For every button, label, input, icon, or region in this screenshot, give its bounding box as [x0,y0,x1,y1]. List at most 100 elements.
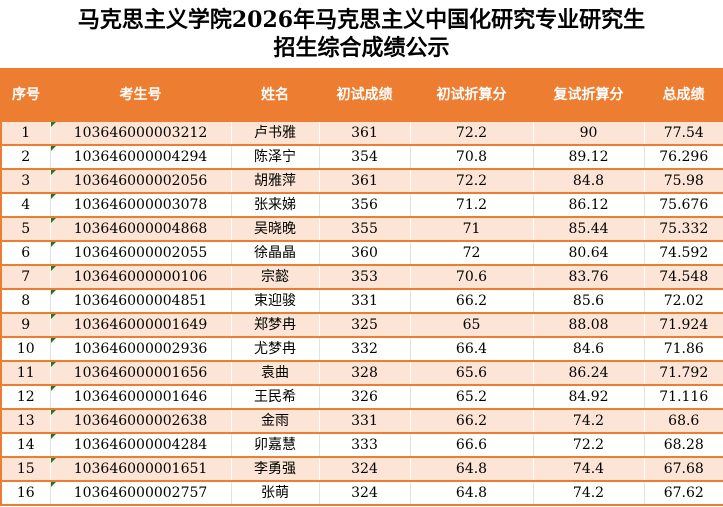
cell-total_score[interactable]: 71.86 [643,337,723,362]
cell-candidate_no[interactable]: 103646000001649 [49,313,231,338]
cell-initial_converted_score[interactable]: 71.2 [409,193,533,218]
cell-total_score[interactable]: 72.02 [643,289,723,314]
cell-name[interactable]: 尤梦冉 [230,337,319,362]
cell-initial_converted_score[interactable]: 66.2 [409,289,533,314]
cell-name[interactable]: 袁曲 [230,361,319,386]
cell-total_score[interactable]: 67.62 [643,481,723,506]
cell-total_score[interactable]: 71.116 [643,385,723,410]
cell-seq[interactable]: 8 [1,289,50,314]
cell-total_score[interactable]: 75.332 [643,217,723,242]
cell-candidate_no[interactable]: 103646000001651 [49,457,231,482]
cell-initial_converted_score[interactable]: 65 [409,313,533,338]
cell-seq[interactable]: 7 [1,265,50,290]
cell-name[interactable]: 张来娣 [230,193,319,218]
cell-name[interactable]: 胡雅萍 [230,169,319,194]
cell-seq[interactable]: 16 [1,481,50,506]
cell-seq[interactable]: 3 [1,169,50,194]
cell-name[interactable]: 陈泽宁 [230,145,319,170]
cell-name[interactable]: 金雨 [230,409,319,434]
cell-total_score[interactable]: 71.924 [643,313,723,338]
cell-candidate_no[interactable]: 103646000000106 [49,265,231,290]
cell-initial_score[interactable]: 332 [318,337,410,362]
cell-retest_converted_score[interactable]: 84.92 [532,385,644,410]
cell-initial_converted_score[interactable]: 65.2 [409,385,533,410]
cell-seq[interactable]: 10 [1,337,50,362]
cell-total_score[interactable]: 75.98 [643,169,723,194]
cell-retest_converted_score[interactable]: 89.12 [532,145,644,170]
cell-initial_score[interactable]: 361 [318,121,410,146]
cell-total_score[interactable]: 75.676 [643,193,723,218]
cell-name[interactable]: 郑梦冉 [230,313,319,338]
header-retest-converted-score[interactable]: 复试折算分 [533,68,644,122]
cell-total_score[interactable]: 74.592 [643,241,723,266]
cell-total_score[interactable]: 68.28 [643,433,723,458]
cell-retest_converted_score[interactable]: 85.6 [532,289,644,314]
cell-initial_converted_score[interactable]: 71 [409,217,533,242]
cell-seq[interactable]: 4 [1,193,50,218]
cell-candidate_no[interactable]: 103646000003078 [49,193,231,218]
cell-initial_converted_score[interactable]: 66.4 [409,337,533,362]
cell-retest_converted_score[interactable]: 84.8 [532,169,644,194]
cell-initial_score[interactable]: 324 [318,481,410,506]
cell-initial_score[interactable]: 324 [318,457,410,482]
cell-candidate_no[interactable]: 103646000004294 [49,145,231,170]
cell-initial_converted_score[interactable]: 64.8 [409,481,533,506]
cell-retest_converted_score[interactable]: 74.2 [532,481,644,506]
cell-candidate_no[interactable]: 103646000004868 [49,217,231,242]
cell-name[interactable]: 宗懿 [230,265,319,290]
cell-initial_converted_score[interactable]: 70.8 [409,145,533,170]
cell-total_score[interactable]: 74.548 [643,265,723,290]
cell-seq[interactable]: 5 [1,217,50,242]
cell-candidate_no[interactable]: 103646000001646 [49,385,231,410]
cell-total_score[interactable]: 68.6 [643,409,723,434]
cell-initial_converted_score[interactable]: 66.2 [409,409,533,434]
cell-candidate_no[interactable]: 103646000002055 [49,241,231,266]
cell-retest_converted_score[interactable]: 88.08 [532,313,644,338]
header-name[interactable]: 姓名 [231,68,319,122]
cell-initial_converted_score[interactable]: 64.8 [409,457,533,482]
header-seq[interactable]: 序号 [1,68,50,122]
cell-name[interactable]: 吴晓晚 [230,217,319,242]
cell-initial_converted_score[interactable]: 72 [409,241,533,266]
cell-retest_converted_score[interactable]: 86.24 [532,361,644,386]
cell-candidate_no[interactable]: 103646000002936 [49,337,231,362]
cell-initial_score[interactable]: 361 [318,169,410,194]
cell-candidate_no[interactable]: 103646000004284 [49,433,231,458]
cell-seq[interactable]: 15 [1,457,50,482]
cell-name[interactable]: 徐晶晶 [230,241,319,266]
cell-initial_score[interactable]: 325 [318,313,410,338]
cell-retest_converted_score[interactable]: 80.64 [532,241,644,266]
cell-initial_score[interactable]: 360 [318,241,410,266]
cell-initial_score[interactable]: 333 [318,433,410,458]
cell-initial_score[interactable]: 353 [318,265,410,290]
cell-total_score[interactable]: 67.68 [643,457,723,482]
cell-initial_score[interactable]: 355 [318,217,410,242]
cell-initial_score[interactable]: 331 [318,289,410,314]
header-candidate-no[interactable]: 考生号 [50,68,231,122]
cell-initial_converted_score[interactable]: 65.6 [409,361,533,386]
header-total-score[interactable]: 总成绩 [644,68,723,122]
cell-retest_converted_score[interactable]: 72.2 [532,433,644,458]
cell-name[interactable]: 张萌 [230,481,319,506]
cell-name[interactable]: 卯嘉慧 [230,433,319,458]
cell-candidate_no[interactable]: 103646000002757 [49,481,231,506]
cell-seq[interactable]: 11 [1,361,50,386]
cell-seq[interactable]: 9 [1,313,50,338]
cell-seq[interactable]: 12 [1,385,50,410]
cell-retest_converted_score[interactable]: 86.12 [532,193,644,218]
cell-seq[interactable]: 13 [1,409,50,434]
header-initial-converted-score[interactable]: 初试折算分 [410,68,533,122]
cell-initial_converted_score[interactable]: 72.2 [409,121,533,146]
cell-retest_converted_score[interactable]: 74.4 [532,457,644,482]
cell-candidate_no[interactable]: 103646000002638 [49,409,231,434]
cell-retest_converted_score[interactable]: 85.44 [532,217,644,242]
cell-candidate_no[interactable]: 103646000003212 [49,121,231,146]
cell-initial_score[interactable]: 328 [318,361,410,386]
cell-candidate_no[interactable]: 103646000001656 [49,361,231,386]
cell-candidate_no[interactable]: 103646000004851 [49,289,231,314]
cell-initial_score[interactable]: 354 [318,145,410,170]
cell-initial_score[interactable]: 356 [318,193,410,218]
cell-name[interactable]: 卢书雅 [230,121,319,146]
cell-retest_converted_score[interactable]: 74.2 [532,409,644,434]
cell-total_score[interactable]: 76.296 [643,145,723,170]
